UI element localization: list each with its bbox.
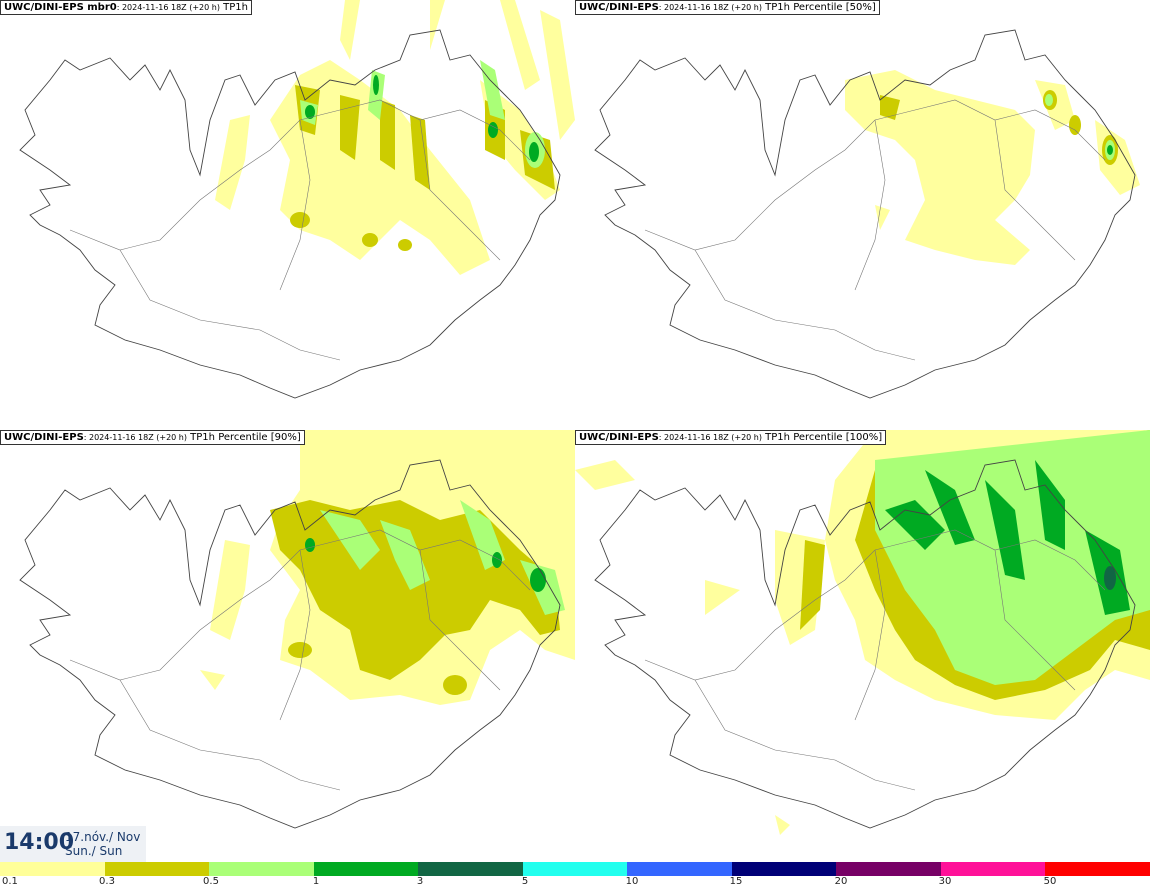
colorbar-ticks: 0.1 0.3 0.5 1 3 5 10 15 20 30 50 bbox=[0, 876, 1150, 891]
valid-time: 14:00 bbox=[4, 830, 75, 855]
colorbar-tick: 0.1 bbox=[2, 876, 18, 887]
colorbar-tick: 0.5 bbox=[203, 876, 219, 887]
precip-map bbox=[19, 0, 575, 399]
colorbar-tick: 0.3 bbox=[99, 876, 115, 887]
panel-title: UWC/DINI-EPS mbr0: 2024-11-16 18Z (+20 h… bbox=[0, 0, 252, 15]
colorbar-tick: 20 bbox=[834, 876, 848, 887]
colorbar-swatch bbox=[313, 862, 419, 876]
map-panel-p90: UWC/DINI-EPS: 2024-11-16 18Z (+20 h) TP1… bbox=[0, 430, 575, 860]
precip-map bbox=[575, 430, 1150, 835]
colorbar-tick: 3 bbox=[416, 876, 424, 887]
colorbar-swatch bbox=[209, 862, 314, 876]
precip-map bbox=[19, 430, 575, 829]
map-panel-mbr0: UWC/DINI-EPS mbr0: 2024-11-16 18Z (+20 h… bbox=[0, 0, 575, 430]
colorbar-swatch bbox=[836, 862, 941, 876]
colorbar-tick: 5 bbox=[521, 876, 529, 887]
colorbar-swatch bbox=[104, 862, 210, 876]
colorbar-tick: 30 bbox=[938, 876, 952, 887]
precip-map bbox=[594, 29, 1140, 399]
panel-title: UWC/DINI-EPS: 2024-11-16 18Z (+20 h) TP1… bbox=[575, 0, 880, 15]
map-panel-p100: UWC/DINI-EPS: 2024-11-16 18Z (+20 h) TP1… bbox=[575, 430, 1150, 860]
colorbar-tick: 10 bbox=[625, 876, 639, 887]
colorbar-swatch bbox=[0, 862, 105, 876]
colorbar-tick: 1 bbox=[312, 876, 320, 887]
colorbar-swatch bbox=[627, 862, 732, 876]
colorbar-tick: 15 bbox=[729, 876, 743, 887]
map-panel-p50: UWC/DINI-EPS: 2024-11-16 18Z (+20 h) TP1… bbox=[575, 0, 1150, 430]
valid-date: 17.nóv./ Nov Sun./ Sun bbox=[65, 830, 141, 858]
colorbar-swatch bbox=[418, 862, 523, 876]
colorbar-tick: 50 bbox=[1043, 876, 1057, 887]
colorbar-swatch bbox=[940, 862, 1046, 876]
colorbar-swatch bbox=[731, 862, 837, 876]
precip-colorbar bbox=[0, 862, 1150, 876]
panel-title: UWC/DINI-EPS: 2024-11-16 18Z (+20 h) TP1… bbox=[575, 430, 887, 445]
valid-time-box: 14:00 17.nóv./ Nov Sun./ Sun bbox=[0, 826, 146, 862]
colorbar-swatch bbox=[1045, 862, 1150, 876]
colorbar-swatch bbox=[522, 862, 628, 876]
panel-title: UWC/DINI-EPS: 2024-11-16 18Z (+20 h) TP1… bbox=[0, 430, 305, 445]
